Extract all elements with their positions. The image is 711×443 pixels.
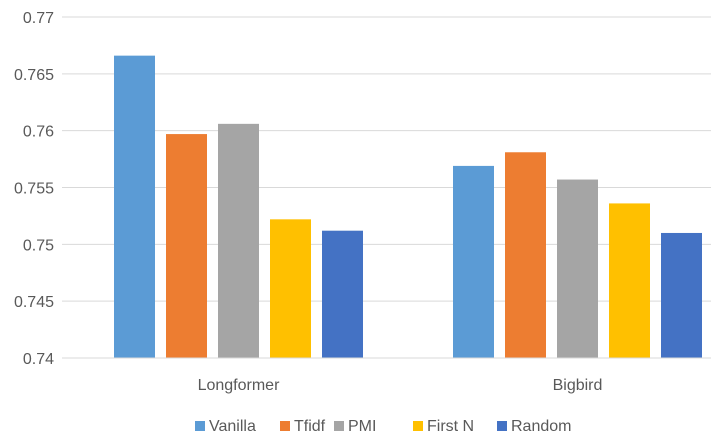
legend-label: PMI	[348, 418, 376, 435]
y-tick-label: 0.765	[14, 67, 54, 84]
legend-swatch	[195, 421, 205, 431]
legend-swatch	[497, 421, 507, 431]
bar-vanilla-longformer	[114, 55, 155, 358]
legend-label: Vanilla	[209, 418, 256, 435]
bar-pmi-longformer	[218, 123, 259, 358]
legend-label: First N	[427, 418, 474, 435]
y-tick-label: 0.77	[23, 10, 54, 27]
y-tick-label: 0.745	[14, 294, 54, 311]
legend-item: First N	[413, 418, 474, 435]
legend-swatch	[280, 421, 290, 431]
legend-label: Random	[511, 418, 571, 435]
bar-vanilla-bigbird	[453, 165, 494, 358]
legend-item: Tfidf	[280, 418, 326, 435]
y-tick-label: 0.75	[23, 237, 54, 254]
legend-label: Tfidf	[294, 418, 326, 435]
bar-random-longformer	[322, 230, 363, 358]
y-tick-label: 0.76	[23, 124, 54, 141]
bar-first-n-bigbird	[609, 203, 650, 358]
legend-swatch	[413, 421, 423, 431]
bar-tfidf-bigbird	[505, 152, 546, 358]
bar-pmi-bigbird	[557, 179, 598, 358]
legend: Vanilla Tfidf PMI First N Random	[195, 418, 571, 435]
x-category-label: Bigbird	[553, 377, 603, 394]
legend-item: Random	[497, 418, 571, 435]
bar-first-n-longformer	[270, 219, 311, 358]
legend-item: PMI	[334, 418, 376, 435]
bars	[114, 55, 702, 358]
x-axis-category-labels: Longformer Bigbird	[198, 377, 603, 394]
y-tick-label: 0.755	[14, 181, 54, 198]
y-tick-label: 0.74	[23, 351, 54, 368]
bar-tfidf-longformer	[166, 134, 207, 358]
bar-random-bigbird	[661, 232, 702, 358]
legend-swatch	[334, 421, 344, 431]
legend-item: Vanilla	[195, 418, 256, 435]
x-category-label: Longformer	[198, 377, 280, 394]
y-axis-ticks: 0.74 0.745 0.75 0.755 0.76 0.765 0.77	[14, 10, 54, 368]
